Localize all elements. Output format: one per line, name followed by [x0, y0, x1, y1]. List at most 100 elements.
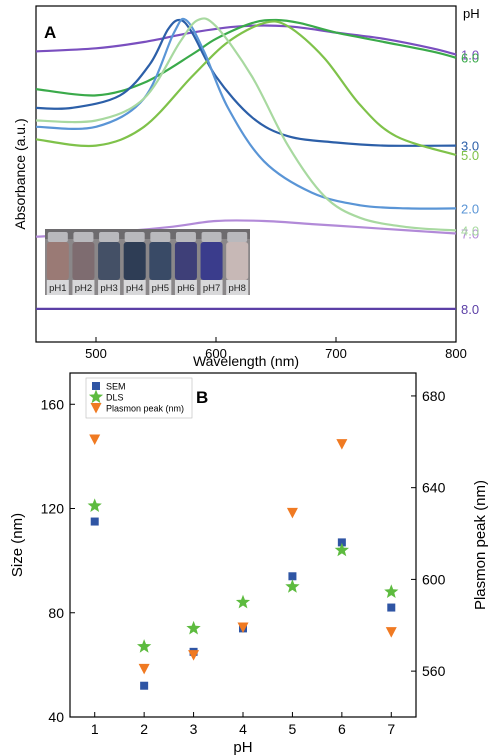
vial-label: pH2: [75, 283, 92, 294]
dls-point: [137, 639, 152, 653]
panel-b-x-label: pH: [233, 739, 252, 755]
series-ph-1-0-line: [35, 24, 457, 56]
plasmon-peak-nm-point: [286, 507, 298, 519]
panel-a-series-labels: 1.06.0 3.05.0 2.0 7.04.0 8.0: [461, 48, 479, 317]
x-tick-label: 4: [239, 721, 247, 737]
series-label-ph-7-0: 7.0: [461, 227, 479, 242]
vial-label-strip: [72, 280, 95, 295]
vial-pH8: [226, 242, 249, 280]
series-ph-5-0-line: [35, 20, 457, 157]
vial-pH6: [174, 242, 197, 280]
panel-b-right-ticks: 560 600 640 680: [411, 388, 446, 679]
dls-point: [334, 542, 349, 557]
vial-label-strip: [174, 280, 197, 295]
sem-point: [288, 572, 297, 581]
vial-pH3: [98, 242, 121, 280]
vial-label-strip: [98, 280, 121, 295]
legend-marker-plasmon-peak-nm: [90, 403, 102, 414]
right-tick-label: 680: [422, 388, 446, 404]
vial-label: pH3: [100, 283, 117, 294]
right-tick-label: 560: [422, 663, 446, 679]
x-tick-label: 1: [91, 721, 99, 737]
panel-a-label: A: [44, 23, 56, 42]
plasmon-peak-nm-point: [89, 434, 101, 446]
sem-point: [387, 603, 396, 612]
dls-point: [186, 620, 201, 635]
plasmon-peak-nm-point: [138, 663, 150, 675]
series-label-ph-6-0: 6.0: [461, 51, 479, 66]
x-tick-label: 3: [190, 721, 198, 737]
sem-point: [337, 538, 346, 547]
panel-b-left-ticks: 40 80 120 160: [41, 396, 75, 725]
left-tick-label: 160: [41, 396, 65, 412]
panel-a-x-label: Wavelength (nm): [193, 353, 299, 369]
panel-b-x-ticks: 1 2 3 4 5 6 7: [91, 712, 395, 737]
vial-cap: [124, 232, 145, 242]
vial-label-strip: [46, 280, 69, 295]
vial-label: pH1: [49, 283, 66, 294]
series-ph-3-0-line: [35, 18, 457, 147]
panel-b-points: [87, 434, 399, 690]
vial-label: pH4: [126, 283, 143, 294]
vial-label: pH7: [203, 283, 220, 294]
vial-cap: [99, 232, 120, 242]
plasmon-peak-nm-point: [188, 650, 200, 661]
left-tick-label: 80: [48, 605, 64, 621]
x-tick-label: 800: [445, 346, 467, 361]
panel-b-label: B: [196, 388, 208, 407]
series-label-ph-4-0: 4.0: [461, 223, 479, 238]
legend-label-plasmon-peak-nm: Plasmon peak (nm): [106, 404, 184, 414]
vial-pH2: [72, 242, 95, 280]
x-tick-label: 2: [140, 721, 148, 737]
vial-cap: [175, 232, 196, 242]
vial-label: pH5: [152, 283, 169, 294]
vials-inset: pH1 pH2 pH3 pH4 pH5 pH6 pH7 pH8: [45, 229, 250, 295]
vial-cap: [201, 232, 222, 242]
vial-cap: [73, 232, 94, 242]
left-tick-label: 40: [48, 709, 64, 725]
legend-box: [85, 377, 193, 419]
vial-label-strip: [200, 280, 223, 295]
panel-a-frame: [35, 5, 457, 343]
panel-b-frame: [69, 372, 417, 718]
x-tick-label: 7: [387, 721, 395, 737]
dls-point: [235, 594, 251, 609]
series-label-ph-5-0: 5.0: [461, 148, 479, 163]
vial-pH1: [46, 242, 69, 280]
vial-cap: [47, 232, 68, 242]
dls-point: [384, 584, 399, 598]
sem-point: [140, 681, 149, 690]
panel-b-y-label: Size (nm): [9, 513, 26, 577]
vial-cap: [150, 232, 171, 242]
vial-label-strip: [123, 280, 146, 295]
right-tick-label: 640: [422, 480, 446, 496]
series-ph-4-0-line: [35, 17, 457, 232]
x-tick-label: 500: [85, 346, 107, 361]
vial-pH5: [149, 242, 172, 280]
vials-photo-top-band: [45, 229, 250, 239]
plasmon-peak-nm-point: [385, 627, 397, 638]
left-tick-label: 120: [41, 501, 65, 517]
panel-a: A pH 1.06.03.05.02.07.04.08.0 pH1 pH2 pH3 p…: [12, 5, 480, 369]
legend-label-sem: SEM: [106, 382, 126, 392]
series-label-ph-8-0: 8.0: [461, 302, 479, 317]
series-ph-6-0-line: [35, 18, 457, 97]
x-tick-label: 5: [289, 721, 297, 737]
x-tick-label: 600: [205, 346, 227, 361]
panel-b-right-y-label: Plasmon peak (nm): [472, 480, 489, 610]
vial-label-strip: [226, 280, 249, 295]
legend-label-dls: DLS: [106, 393, 124, 403]
legend-marker-dls: [88, 389, 104, 404]
vial-pH4: [123, 242, 146, 280]
x-tick-label: 700: [325, 346, 347, 361]
legend-marker-sem: [92, 382, 100, 390]
series-label-ph-3-0: 3.0: [461, 139, 479, 154]
dls-point: [285, 579, 300, 593]
vial-pH7: [200, 242, 223, 280]
plasmon-peak-nm-point: [336, 439, 348, 450]
sem-point: [90, 517, 99, 526]
vial-cap: [227, 232, 248, 242]
